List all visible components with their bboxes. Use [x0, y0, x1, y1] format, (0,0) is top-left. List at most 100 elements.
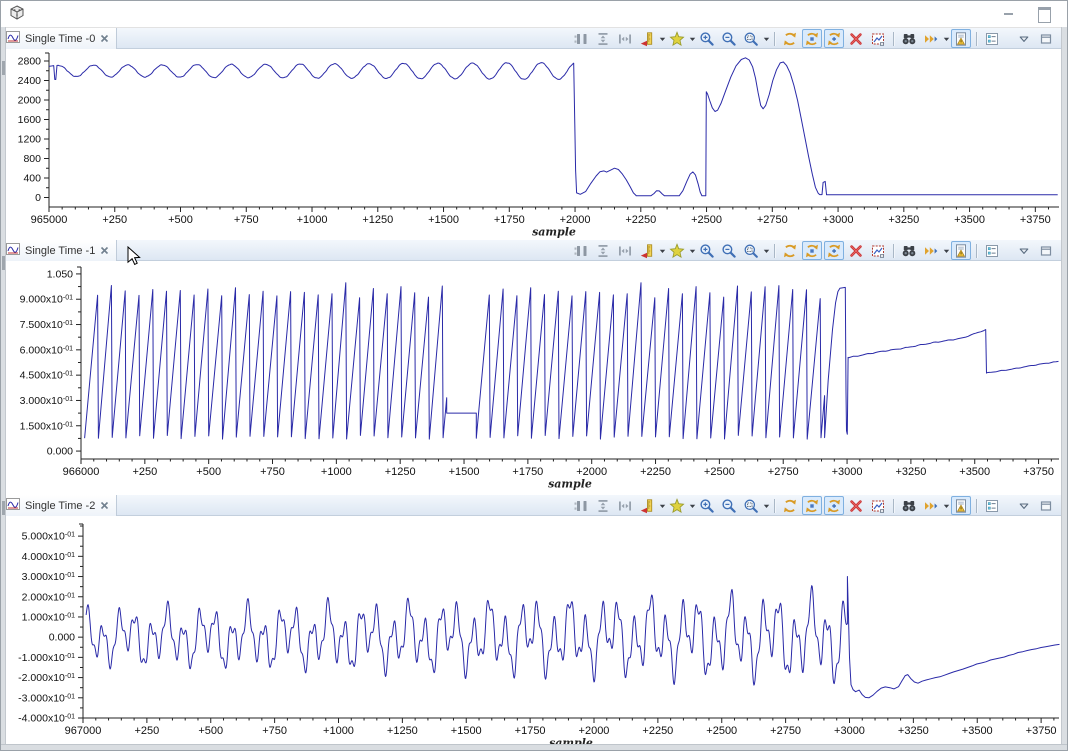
dropdown-arrow-icon[interactable] [762, 30, 770, 47]
toolbar-button-search[interactable] [899, 29, 919, 48]
waveform-plot-2[interactable]: 5.000x10-01 4.000x10-01 3.000x10-01 2.000x1… [1, 516, 1061, 745]
toolbar-button-add-star[interactable] [667, 29, 687, 48]
tab-single-time-1[interactable]: Single Time -1 [1, 240, 118, 261]
toolbar-button-zoom-out[interactable] [719, 241, 739, 260]
export-chart-icon [872, 245, 884, 258]
zoom-sel-icon [744, 244, 758, 258]
toolbar-button-zoom-out[interactable] [719, 29, 739, 48]
toolbar-button-distribute-vertical[interactable] [593, 241, 613, 260]
toolbar-button-sync-all[interactable] [802, 241, 822, 260]
toolbar-button-step[interactable] [921, 241, 941, 260]
toolbar-button-legend[interactable] [951, 496, 971, 515]
toolbar-button-settings-list[interactable] [982, 496, 1002, 515]
toolbar-button-zoom-sel[interactable] [741, 496, 761, 515]
zoom-sel-icon [744, 499, 758, 513]
svg-text:+2750: +2750 [757, 214, 788, 226]
tab-single-time-2[interactable]: Single Time -2 [1, 495, 118, 516]
toolbar-button-zoom-sel[interactable] [741, 241, 761, 260]
toolbar-button-row-layout[interactable] [571, 241, 591, 260]
toolbar-button-add-star[interactable] [667, 496, 687, 515]
waveform-plot-1[interactable]: 0.000 1.500x10-01 3.000x10-01 4.500x10-01 6.… [1, 261, 1061, 495]
waveform-plot-0[interactable]: 0 400 800 1200 1600 2000 2400 2800 965000 +250 +50… [1, 49, 1061, 240]
toolbar-button-legend[interactable] [951, 241, 971, 260]
toolbar-button-sync-one[interactable] [824, 496, 844, 515]
toolbar-button-export-chart[interactable] [868, 29, 888, 48]
cube-icon [8, 4, 26, 22]
toolbar-button-refresh[interactable] [780, 241, 800, 260]
dropdown-arrow-icon[interactable] [942, 242, 950, 259]
toolbar-button-zoom-out[interactable] [719, 496, 739, 515]
toolbar-button-chevron-menu[interactable] [1014, 496, 1034, 515]
svg-text:0.000: 0.000 [47, 446, 73, 458]
toolbar-button-step[interactable] [921, 496, 941, 515]
toolbar-button-row-layout[interactable] [571, 496, 591, 515]
toolbar-button-sync-one[interactable] [824, 241, 844, 260]
toolbar-button-fit-width[interactable] [615, 241, 635, 260]
rail-notch [2, 256, 5, 270]
toolbar-button-step[interactable] [921, 29, 941, 48]
toolbar-button-zoom-in[interactable] [697, 496, 717, 515]
dropdown-arrow-icon[interactable] [762, 497, 770, 514]
toolbar-button-search[interactable] [899, 496, 919, 515]
toolbar-button-refresh[interactable] [780, 29, 800, 48]
dropdown-arrow-icon[interactable] [658, 497, 666, 514]
toolbar-button-axis-scale[interactable] [637, 29, 657, 48]
toolbar-button-minimize-view[interactable] [1036, 496, 1056, 515]
delete-icon [850, 32, 862, 45]
toolbar-button-row-layout[interactable] [571, 29, 591, 48]
toolbar-button-chevron-menu[interactable] [1014, 29, 1034, 48]
toolbar-button-fit-width[interactable] [615, 29, 635, 48]
toolbar-button-delete[interactable] [846, 496, 866, 515]
toolbar-button-legend[interactable] [951, 29, 971, 48]
dropdown-arrow-icon[interactable] [688, 497, 696, 514]
toolbar-button-search[interactable] [899, 241, 919, 260]
svg-text:-2.000x10-01: -2.000x10-01 [18, 672, 75, 684]
tab-single-time-0[interactable]: Single Time -0 [1, 28, 118, 49]
toolbar-button-sync-all[interactable] [802, 29, 822, 48]
dropdown-arrow-icon[interactable] [688, 30, 696, 47]
toolbar-button-fit-width[interactable] [615, 496, 635, 515]
tab-close-icon[interactable] [100, 34, 109, 43]
toolbar-button-distribute-vertical[interactable] [593, 496, 613, 515]
toolbar-button-add-star[interactable] [667, 241, 687, 260]
svg-text:+1750: +1750 [515, 725, 546, 737]
toolbar-button-minimize-view[interactable] [1036, 241, 1056, 260]
refresh-icon [784, 32, 796, 45]
toolbar-button-settings-list[interactable] [982, 241, 1002, 260]
svg-text:800: 800 [23, 153, 41, 165]
toolbar-button-settings-list[interactable] [982, 29, 1002, 48]
toolbar-button-zoom-in[interactable] [697, 241, 717, 260]
toolbar-button-delete[interactable] [846, 241, 866, 260]
toolbar-button-distribute-vertical[interactable] [593, 29, 613, 48]
toolbar-button-delete[interactable] [846, 29, 866, 48]
toolbar-button-sync-all[interactable] [802, 496, 822, 515]
dropdown-arrow-icon[interactable] [942, 30, 950, 47]
toolbar-button-zoom-in[interactable] [697, 29, 717, 48]
zoom-out-icon [722, 243, 736, 258]
toolbar-button-export-chart[interactable] [868, 496, 888, 515]
dropdown-arrow-icon[interactable] [658, 30, 666, 47]
tab-close-icon[interactable] [100, 246, 109, 255]
toolbar-button-axis-scale[interactable] [637, 496, 657, 515]
window-minimize-icon[interactable] [1004, 13, 1013, 15]
panel-toolbar [570, 241, 1057, 260]
toolbar-button-refresh[interactable] [780, 496, 800, 515]
window-restore-icon[interactable] [1038, 7, 1051, 23]
toolbar-button-sync-one[interactable] [824, 29, 844, 48]
tab-close-icon[interactable] [100, 501, 109, 510]
dropdown-arrow-icon[interactable] [658, 242, 666, 259]
rail-notch [2, 61, 5, 75]
add-star-icon [669, 497, 685, 513]
svg-text:+3750: +3750 [1020, 214, 1051, 226]
svg-text:1600: 1600 [18, 114, 42, 126]
toolbar-button-minimize-view[interactable] [1036, 29, 1056, 48]
dropdown-arrow-icon[interactable] [942, 497, 950, 514]
svg-text:5.000x10-01: 5.000x10-01 [22, 531, 75, 543]
toolbar-button-axis-scale[interactable] [637, 241, 657, 260]
toolbar-button-chevron-menu[interactable] [1014, 241, 1034, 260]
dropdown-arrow-icon[interactable] [762, 242, 770, 259]
toolbar-button-export-chart[interactable] [868, 241, 888, 260]
toolbar-button-zoom-sel[interactable] [741, 29, 761, 48]
dropdown-arrow-icon[interactable] [688, 242, 696, 259]
